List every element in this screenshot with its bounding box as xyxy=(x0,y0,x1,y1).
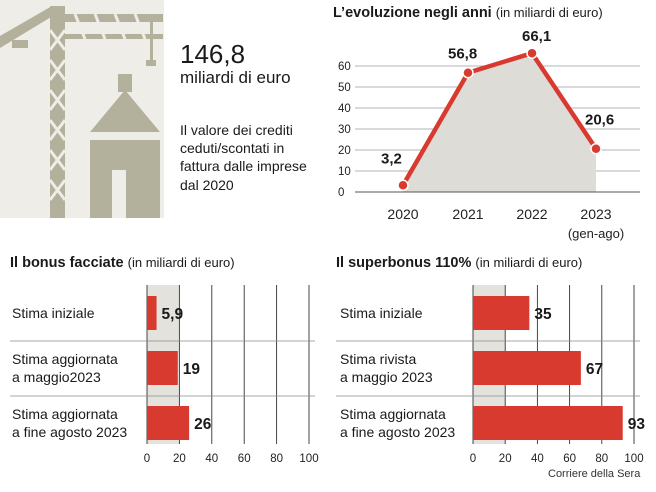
chart-title-superbonus: Il superbonus 110% (in miliardi di euro) xyxy=(336,255,582,271)
chart-title-facciate: Il bonus facciate (in miliardi di euro) xyxy=(10,255,235,271)
data-label: 35 xyxy=(534,306,552,323)
x-tick-label: 0 xyxy=(144,453,150,465)
data-label: 3,2 xyxy=(381,150,402,167)
data-label: 26 xyxy=(194,416,212,433)
chart-title-evoluzione: L’evoluzione negli anni (in miliardi di … xyxy=(333,5,603,21)
summary-description: Il valore dei crediti ceduti/scontati in… xyxy=(180,122,307,193)
bar xyxy=(473,296,530,330)
y-tick-label: 50 xyxy=(338,82,351,94)
summary-unit: miliardi di euro xyxy=(180,68,291,87)
category-label: a fine agosto 2023 xyxy=(340,424,455,440)
y-tick-label: 40 xyxy=(338,103,351,115)
x-tick-label: 40 xyxy=(531,453,544,465)
data-point xyxy=(590,142,602,155)
category-label: Stima aggiornata xyxy=(340,406,446,422)
chart-title-text: Il bonus facciate xyxy=(10,255,124,271)
x-tick-label: 100 xyxy=(624,453,643,465)
y-tick-label: 30 xyxy=(338,124,351,136)
bar xyxy=(147,351,178,385)
chart-unit: (in miliardi di euro) xyxy=(475,255,583,270)
construction-illustration xyxy=(0,0,164,218)
category-label: Stima iniziale xyxy=(12,305,95,321)
house-icon xyxy=(90,74,160,218)
data-label: 56,8 xyxy=(448,46,477,63)
area-fill xyxy=(403,53,596,192)
bar xyxy=(473,351,581,385)
category-label: a maggio 2023 xyxy=(340,369,433,385)
x-tick-label: 60 xyxy=(238,453,251,465)
summary-value: 146,8 xyxy=(180,39,246,69)
data-point xyxy=(397,179,409,192)
x-tick-label: 2021 xyxy=(452,206,483,222)
y-tick-label: 20 xyxy=(338,145,351,157)
data-label: 20,6 xyxy=(585,112,614,129)
category-label: a fine agosto 2023 xyxy=(12,424,127,440)
data-label: 5,9 xyxy=(162,306,184,323)
data-label: 19 xyxy=(183,361,201,378)
y-tick-label: 0 xyxy=(338,187,344,199)
x-tick-label: 60 xyxy=(563,453,576,465)
x-tick-label: 100 xyxy=(299,453,318,465)
category-label: Stima aggiornata xyxy=(12,406,118,422)
x-tick-label: 2023 xyxy=(580,206,611,222)
x-tick-label: 80 xyxy=(270,453,283,465)
data-label: 93 xyxy=(628,416,646,433)
category-label: Stima aggiornata xyxy=(12,351,118,367)
data-label: 67 xyxy=(586,361,603,378)
y-tick-label: 60 xyxy=(338,61,351,73)
category-label: Stima rivista xyxy=(340,351,416,367)
bar xyxy=(147,406,190,440)
bar xyxy=(473,406,623,440)
series-line xyxy=(401,50,598,187)
data-label: 66,1 xyxy=(522,28,551,45)
x-tick-label: 40 xyxy=(205,453,218,465)
data-point xyxy=(462,66,474,79)
x-tick-note: (gen-ago) xyxy=(568,226,624,241)
x-tick-label: 2022 xyxy=(516,206,547,222)
chart-title-text: L’evoluzione negli anni xyxy=(333,5,492,21)
x-tick-label: 80 xyxy=(595,453,608,465)
y-tick-label: 10 xyxy=(338,166,351,178)
x-tick-label: 2020 xyxy=(387,206,418,222)
data-point xyxy=(526,47,538,59)
bar xyxy=(147,296,157,330)
chart-unit: (in miliardi di euro) xyxy=(127,255,235,270)
chart-title-text: Il superbonus 110% xyxy=(336,255,472,271)
category-label: a maggio2023 xyxy=(12,369,101,385)
x-tick-label: 20 xyxy=(173,453,186,465)
x-tick-label: 0 xyxy=(470,453,476,465)
chart-unit: (in miliardi di euro) xyxy=(495,5,603,20)
source-credit: Corriere della Sera xyxy=(548,468,641,480)
category-label: Stima iniziale xyxy=(340,305,423,321)
x-tick-label: 20 xyxy=(499,453,512,465)
